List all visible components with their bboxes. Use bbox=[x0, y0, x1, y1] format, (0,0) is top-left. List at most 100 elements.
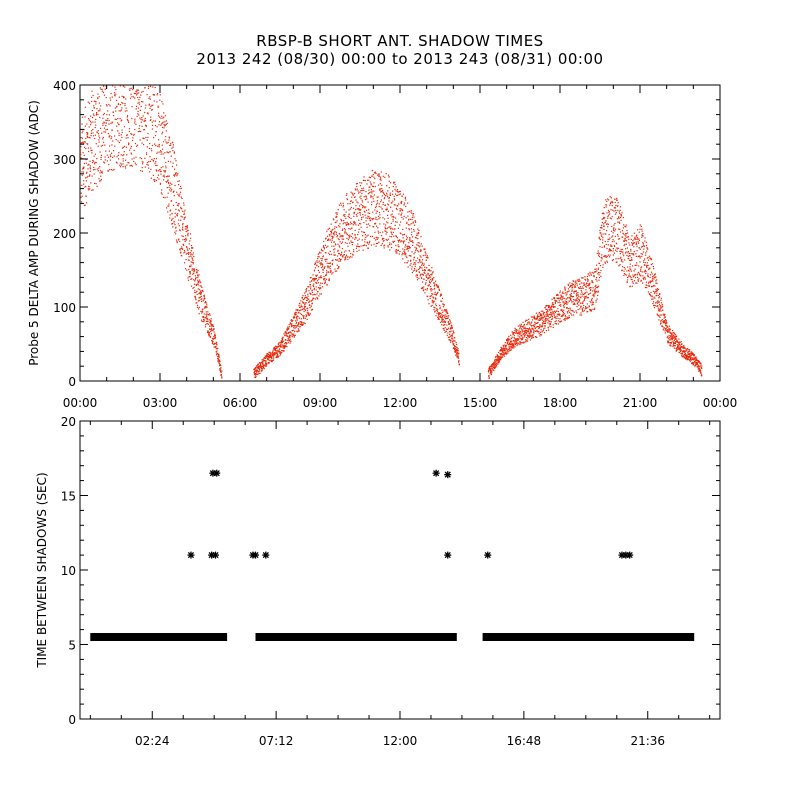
top-data-point bbox=[410, 260, 412, 262]
top-data-point bbox=[388, 187, 390, 189]
top-data-point bbox=[391, 216, 393, 218]
top-data-point bbox=[88, 102, 91, 104]
top-data-point bbox=[627, 266, 629, 268]
top-data-point bbox=[579, 280, 581, 282]
top-data-point bbox=[541, 317, 543, 320]
top-data-point bbox=[374, 218, 376, 220]
top-data-point bbox=[322, 245, 325, 247]
top-data-point bbox=[643, 259, 645, 261]
top-data-point bbox=[294, 334, 296, 336]
top-data-point bbox=[577, 301, 579, 303]
top-data-point bbox=[489, 373, 491, 375]
top-data-point bbox=[200, 299, 202, 301]
top-data-point bbox=[258, 372, 260, 374]
top-data-point bbox=[652, 285, 654, 287]
top-data-point bbox=[645, 284, 647, 286]
top-data-point bbox=[173, 190, 175, 193]
top-data-point bbox=[263, 359, 265, 361]
top-data-point bbox=[204, 326, 207, 328]
top-data-point bbox=[558, 313, 560, 315]
top-data-point bbox=[362, 216, 364, 218]
top-data-point bbox=[613, 210, 615, 212]
top-data-point bbox=[619, 222, 621, 224]
top-data-point bbox=[190, 285, 193, 287]
top-data-point bbox=[149, 143, 151, 145]
top-data-point bbox=[183, 250, 185, 252]
top-data-point bbox=[585, 285, 587, 287]
top-data-point bbox=[636, 245, 638, 247]
top-data-point bbox=[517, 337, 519, 340]
top-data-point bbox=[198, 306, 200, 308]
top-data-point bbox=[558, 320, 560, 322]
top-data-point bbox=[358, 231, 360, 233]
top-data-point bbox=[376, 219, 378, 221]
top-data-point bbox=[362, 207, 364, 209]
top-data-point bbox=[614, 213, 617, 215]
top-data-point bbox=[433, 285, 435, 287]
top-scatter-points bbox=[79, 85, 703, 379]
top-data-point bbox=[148, 103, 150, 105]
top-data-point bbox=[387, 217, 389, 219]
top-data-point bbox=[87, 132, 89, 135]
top-data-point bbox=[455, 350, 457, 352]
top-data-point bbox=[371, 175, 373, 177]
top-data-point bbox=[138, 114, 140, 116]
top-data-point bbox=[390, 206, 392, 208]
top-data-point bbox=[196, 293, 198, 295]
top-data-point bbox=[200, 281, 202, 284]
top-data-point bbox=[603, 225, 605, 227]
top-data-point bbox=[392, 190, 394, 192]
top-data-point bbox=[195, 299, 197, 301]
top-data-point bbox=[452, 343, 454, 345]
top-data-point bbox=[537, 319, 539, 321]
top-data-point bbox=[595, 290, 597, 292]
top-data-point bbox=[103, 141, 105, 143]
top-data-point bbox=[439, 304, 441, 306]
top-data-point bbox=[619, 228, 621, 230]
top-data-point bbox=[407, 245, 409, 247]
top-data-point bbox=[686, 354, 688, 356]
top-data-point bbox=[683, 357, 685, 359]
top-data-point bbox=[333, 232, 335, 234]
top-data-point bbox=[624, 234, 626, 236]
top-data-point bbox=[534, 318, 536, 320]
top-data-point bbox=[329, 271, 331, 273]
top-data-point bbox=[570, 299, 572, 302]
top-data-point bbox=[190, 250, 192, 252]
top-data-point bbox=[606, 261, 608, 263]
top-data-point bbox=[165, 135, 167, 138]
top-data-point bbox=[347, 223, 349, 225]
top-data-point bbox=[201, 298, 203, 300]
top-data-point bbox=[434, 284, 436, 286]
top-data-point bbox=[657, 301, 659, 303]
top-data-point bbox=[343, 227, 346, 230]
top-data-point bbox=[167, 152, 170, 154]
top-data-point bbox=[89, 174, 91, 176]
top-data-point bbox=[388, 197, 390, 199]
top-data-point bbox=[163, 116, 165, 118]
top-data-point bbox=[191, 257, 193, 259]
top-data-point bbox=[90, 147, 92, 149]
top-data-point bbox=[392, 193, 394, 195]
top-data-point bbox=[420, 273, 422, 275]
top-data-point bbox=[211, 343, 213, 345]
top-data-point bbox=[174, 231, 176, 233]
top-data-point bbox=[86, 134, 88, 136]
top-data-point bbox=[155, 164, 157, 166]
top-data-point bbox=[313, 280, 315, 282]
top-data-point bbox=[615, 204, 617, 206]
top-data-point bbox=[595, 278, 597, 281]
top-data-point bbox=[302, 298, 304, 301]
top-data-point bbox=[530, 331, 532, 333]
top-data-point bbox=[435, 303, 437, 305]
top-data-point bbox=[643, 248, 645, 250]
top-data-point bbox=[420, 243, 422, 245]
top-data-point bbox=[176, 214, 178, 216]
top-data-point bbox=[358, 238, 360, 240]
top-data-point bbox=[503, 348, 505, 350]
top-data-point bbox=[593, 295, 595, 297]
top-data-point bbox=[186, 228, 188, 230]
top-data-point bbox=[281, 338, 283, 341]
top-data-point bbox=[81, 132, 83, 134]
top-data-point bbox=[669, 329, 671, 331]
